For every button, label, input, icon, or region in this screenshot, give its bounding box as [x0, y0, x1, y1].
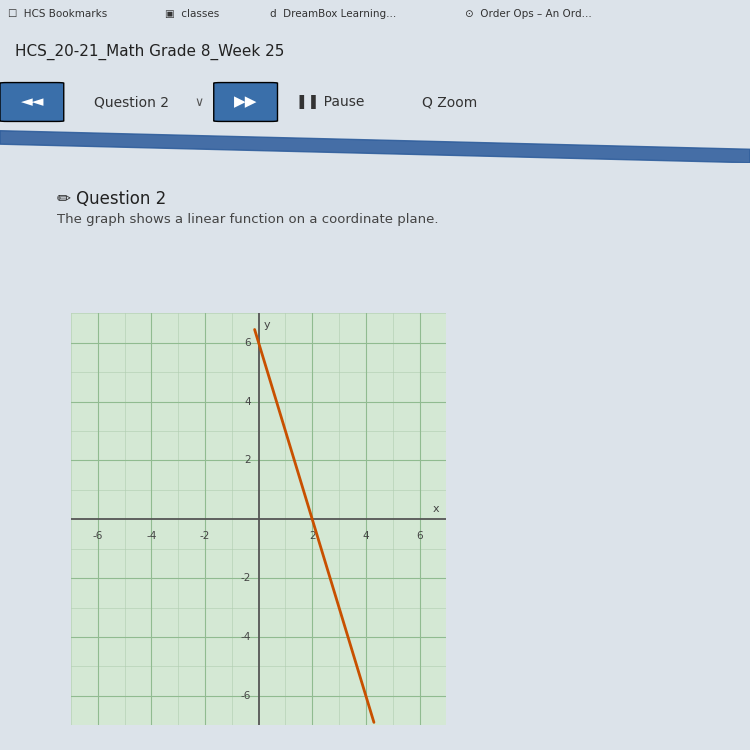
- Text: Question 2: Question 2: [94, 95, 169, 109]
- Text: d  DreamBox Learning...: d DreamBox Learning...: [270, 9, 396, 20]
- Text: -4: -4: [146, 531, 157, 541]
- Text: -2: -2: [240, 573, 250, 584]
- Text: ❚❚ Pause: ❚❚ Pause: [296, 95, 364, 109]
- Text: 4: 4: [362, 531, 369, 541]
- Text: 4: 4: [244, 397, 250, 406]
- Text: HCS_20-21_Math Grade 8_Week 25: HCS_20-21_Math Grade 8_Week 25: [15, 44, 284, 60]
- Text: y: y: [264, 320, 271, 330]
- Text: x: x: [432, 504, 439, 514]
- Text: ✏ Question 2: ✏ Question 2: [57, 190, 166, 208]
- Text: ▣  classes: ▣ classes: [165, 9, 219, 20]
- FancyBboxPatch shape: [214, 82, 278, 122]
- Text: 6: 6: [244, 338, 250, 348]
- Text: 2: 2: [309, 531, 316, 541]
- Text: -2: -2: [200, 531, 210, 541]
- Text: -4: -4: [240, 632, 250, 642]
- Text: ◄◄: ◄◄: [20, 94, 44, 110]
- Text: -6: -6: [92, 531, 103, 541]
- Text: 2: 2: [244, 455, 250, 466]
- Text: Q Zoom: Q Zoom: [422, 95, 478, 109]
- FancyBboxPatch shape: [0, 82, 64, 122]
- Text: The graph shows a linear function on a coordinate plane.: The graph shows a linear function on a c…: [57, 213, 439, 226]
- Text: ☐  HCS Bookmarks: ☐ HCS Bookmarks: [8, 9, 106, 20]
- Text: ⊙  Order Ops – An Ord...: ⊙ Order Ops – An Ord...: [465, 9, 592, 20]
- Text: 6: 6: [416, 531, 423, 541]
- Text: ∨: ∨: [194, 95, 203, 109]
- Text: -6: -6: [240, 691, 250, 701]
- Text: ▶▶: ▶▶: [234, 94, 258, 110]
